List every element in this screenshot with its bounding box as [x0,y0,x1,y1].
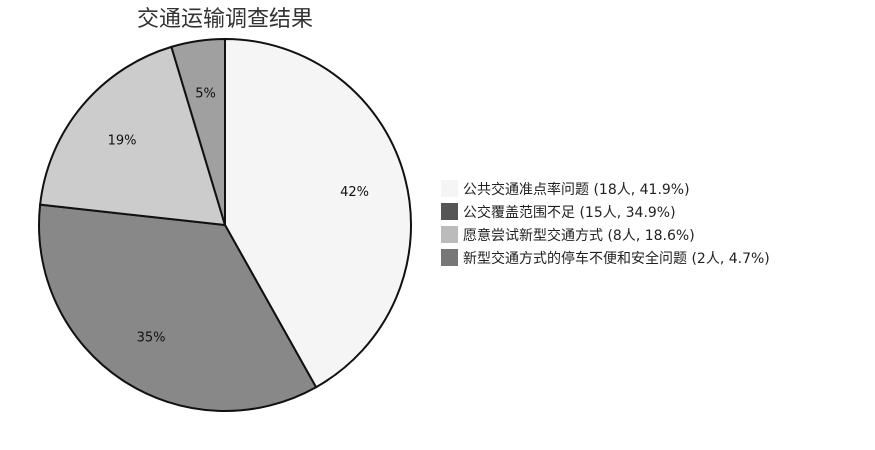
legend-swatch-4 [441,249,458,266]
slice-label-1: 42% [340,185,369,200]
legend-label-1: 公共交通准点率问题 (18人, 41.9%) [463,181,690,198]
pie-slice-labels: 42% 35% 19% 5% [108,87,369,346]
pie-slice-1 [224,37,412,389]
slice-label-2: 35% [137,331,166,346]
legend-label-2: 公交覆盖范围不足 (15人, 34.9%) [463,204,676,221]
chart-title: 交通运输调查结果 [137,7,313,32]
legend-swatch-1 [441,180,458,197]
legend-swatch-3 [441,226,458,243]
chart-legend: 公共交通准点率问题 (18人, 41.9%) 公交覆盖范围不足 (15人, 34.… [441,180,770,267]
pie-slice-3 [39,45,227,227]
pie-slices [38,37,412,412]
legend-swatch-2 [441,203,458,220]
slice-label-4: 5% [195,87,216,102]
legend-label-4: 新型交通方式的停车不便和安全问题 (2人, 4.7%) [463,250,770,267]
pie-slice-4 [170,37,226,226]
pie-slice-2 [38,203,318,412]
legend-label-3: 愿意尝试新型交通方式 (8人, 18.6%) [463,227,695,244]
slice-label-3: 19% [108,133,137,148]
